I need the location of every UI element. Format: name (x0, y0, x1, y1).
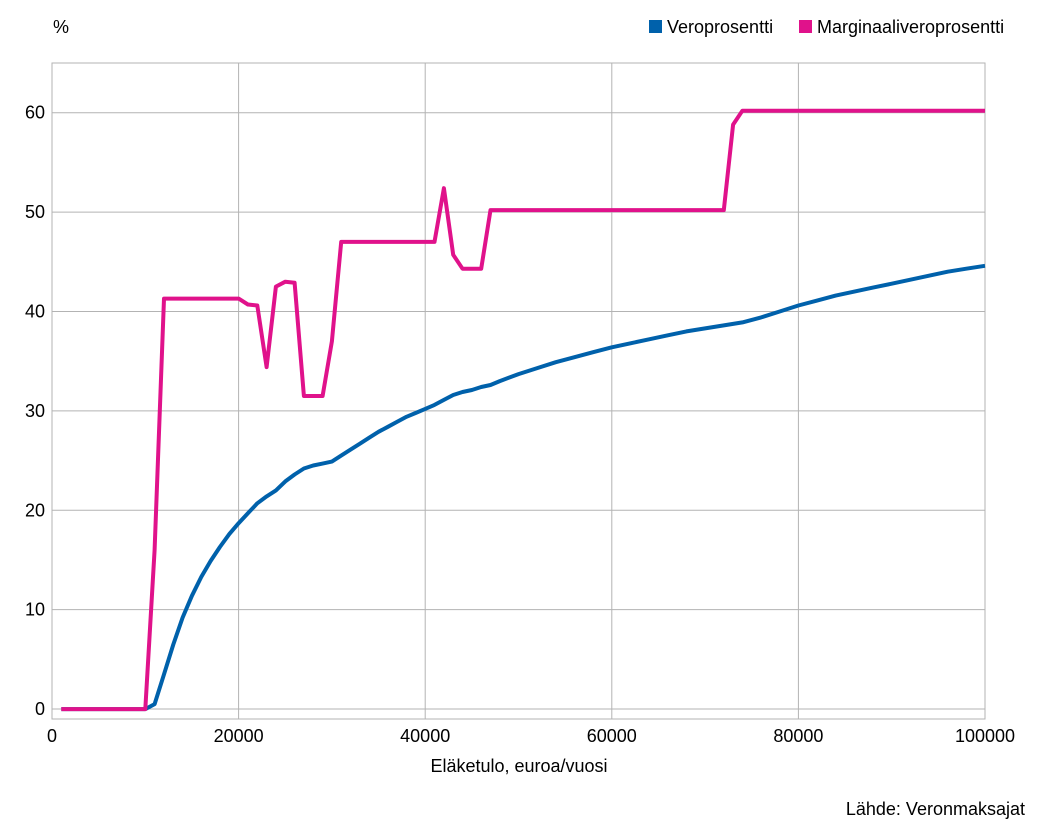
y-tick-label: 0 (35, 699, 45, 719)
y-tick-label: 40 (25, 301, 45, 321)
series-lines (61, 108, 986, 712)
source-note: Lähde: Veronmaksajat (846, 799, 1025, 819)
x-tick-label: 40000 (400, 726, 450, 746)
legend: Veroprosentti Marginaaliveroprosentti (649, 17, 1004, 37)
x-tick-label: 80000 (773, 726, 823, 746)
x-axis-label: Eläketulo, euroa/vuosi (430, 756, 607, 776)
y-tick-label: 10 (25, 600, 45, 620)
y-tick-label: 20 (25, 500, 45, 520)
y-axis-label: % (53, 17, 69, 37)
series-line-marginaaliveroprosentti (61, 108, 985, 712)
x-tick-label: 0 (47, 726, 57, 746)
x-tick-label: 100000 (955, 726, 1015, 746)
legend-label-veroprosentti: Veroprosentti (667, 17, 773, 37)
plot-frame (51, 62, 986, 720)
x-tick-label: 60000 (587, 726, 637, 746)
y-tick-label: 50 (25, 202, 45, 222)
legend-swatch-veroprosentti (649, 20, 662, 33)
y-axis-tick-labels: 0 10 20 30 40 50 60 (25, 103, 45, 719)
x-tick-label: 20000 (214, 726, 264, 746)
series-line-veroprosentti (61, 263, 986, 712)
legend-swatch-marginaaliveroprosentti (799, 20, 812, 33)
y-tick-label: 30 (25, 401, 45, 421)
legend-label-marginaaliveroprosentti: Marginaaliveroprosentti (817, 17, 1004, 37)
grid-lines (51, 62, 986, 720)
y-tick-label: 60 (25, 103, 45, 123)
x-axis-tick-labels: 0 20000 40000 60000 80000 100000 (47, 726, 1015, 746)
